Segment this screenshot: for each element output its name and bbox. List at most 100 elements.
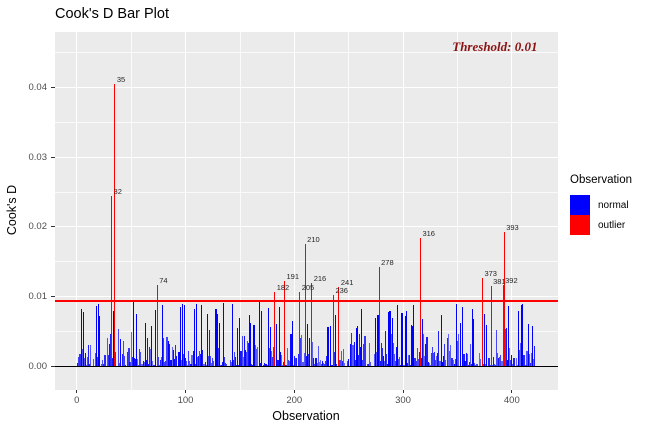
grid-minor-y <box>55 52 558 53</box>
normal-bar <box>463 354 465 367</box>
normal-bar <box>313 357 315 367</box>
normal-bar <box>527 323 529 367</box>
normal-bar <box>249 315 251 367</box>
normal-bar <box>254 344 256 367</box>
normal-bar <box>385 330 387 367</box>
normal-bar <box>109 333 111 367</box>
normal-bar <box>229 360 231 367</box>
normal-bar <box>238 364 240 367</box>
normal-bar <box>505 328 507 367</box>
grid-minor-y <box>55 121 558 123</box>
normal-bar <box>320 364 323 367</box>
normal-bar <box>187 364 189 367</box>
x-tick-label: 400 <box>503 395 520 406</box>
normal-bar <box>174 359 176 367</box>
y-tick-label: 0.00 <box>28 360 48 372</box>
normal-bar <box>285 364 287 367</box>
normal-bar <box>404 315 406 367</box>
normal-bar <box>129 361 131 367</box>
normal-bar <box>382 355 385 367</box>
normal-bar <box>303 352 305 367</box>
normal-bar <box>193 308 195 367</box>
normal-bar <box>163 338 165 367</box>
outlier-bar <box>311 282 313 367</box>
normal-bar <box>141 364 143 367</box>
normal-bar <box>425 344 427 367</box>
outlier-bar <box>332 294 335 367</box>
normal-bar <box>81 349 83 367</box>
normal-bar <box>293 356 295 367</box>
normal-bar <box>330 364 332 367</box>
normal-bar <box>281 364 283 367</box>
normal-bar <box>432 353 435 367</box>
normal-bar <box>179 307 181 367</box>
normal-bar <box>362 360 364 367</box>
normal-bar <box>204 362 206 367</box>
x-tick <box>185 389 187 393</box>
normal-bar <box>333 352 336 367</box>
normal-bar <box>95 306 97 367</box>
normal-bar <box>306 324 308 367</box>
normal-bar <box>192 351 194 367</box>
normal-bar <box>268 348 270 367</box>
normal-bar <box>426 336 428 367</box>
normal-bar <box>221 362 224 367</box>
normal-bar <box>434 352 436 367</box>
outlier-label: 182 <box>276 283 290 293</box>
outlier-label: 241 <box>340 277 354 287</box>
normal-bar <box>190 363 192 367</box>
y-tick <box>51 365 55 367</box>
normal-bar <box>336 363 338 367</box>
normal-bar <box>375 318 377 367</box>
normal-bar <box>224 356 226 367</box>
normal-bar <box>244 349 246 367</box>
normal-bar <box>189 361 191 367</box>
normal-bar <box>277 360 279 367</box>
outlier-label: 210 <box>307 234 320 244</box>
normal-bar <box>409 355 411 367</box>
outlier-bar <box>419 238 422 367</box>
normal-bar <box>511 354 513 367</box>
normal-bar <box>335 315 337 367</box>
normal-bar <box>83 358 85 367</box>
outlier-bar <box>110 196 113 367</box>
outlier-bar <box>114 83 116 367</box>
outlier-bar <box>274 292 276 367</box>
normal-bar <box>312 341 314 367</box>
chart-title: Cook's D Bar Plot <box>55 6 169 22</box>
grid-minor-y <box>55 331 558 332</box>
normal-bar <box>271 356 274 367</box>
normal-bar <box>90 344 92 367</box>
x-tick-label: 200 <box>286 395 303 406</box>
normal-bar <box>450 345 452 367</box>
normal-bar <box>298 353 300 367</box>
normal-bar <box>103 363 105 367</box>
normal-bar <box>374 353 376 367</box>
normal-bar <box>530 352 532 367</box>
normal-bar <box>316 363 318 367</box>
normal-bar <box>288 359 290 367</box>
normal-bar <box>350 344 352 367</box>
normal-bar <box>351 332 353 367</box>
normal-bar <box>326 355 328 367</box>
threshold-annotation: Threshold: 0.01 <box>452 38 538 54</box>
legend-item-normal: normal <box>570 195 632 215</box>
y-tick-label: 0.04 <box>28 81 48 93</box>
normal-bar <box>392 343 394 367</box>
normal-bar <box>270 351 272 367</box>
normal-bar <box>146 337 148 367</box>
normal-bar <box>202 350 204 367</box>
normal-bar <box>402 364 404 367</box>
grid-minor-x <box>457 31 458 390</box>
normal-bar <box>355 327 357 367</box>
normal-bar <box>294 357 296 367</box>
grid-minor-y <box>55 191 558 193</box>
normal-bar <box>200 354 202 367</box>
normal-bar <box>464 361 466 367</box>
normal-bar <box>476 363 478 367</box>
normal-bar <box>291 321 293 367</box>
normal-bar <box>145 359 147 367</box>
normal-bar <box>457 333 460 367</box>
normal-bar <box>398 358 400 367</box>
normal-bar <box>308 337 311 367</box>
